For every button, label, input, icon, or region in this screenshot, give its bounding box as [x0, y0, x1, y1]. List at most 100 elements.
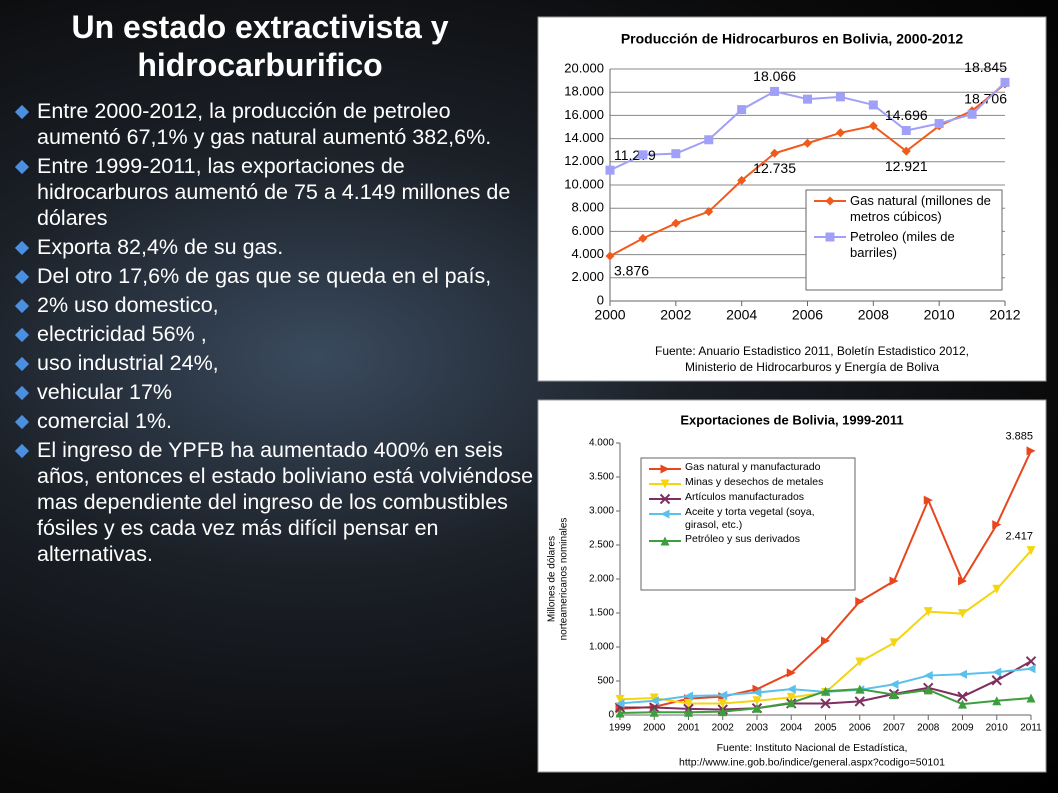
y-tick-label: 4.000 [571, 246, 604, 261]
point [737, 105, 747, 115]
point [889, 690, 899, 700]
point [868, 100, 878, 110]
source-note: Ministerio de Hidrocarburos y Energía de… [685, 360, 939, 374]
legend-marker [825, 232, 835, 242]
point [992, 667, 1002, 677]
point [889, 679, 899, 689]
bullet: 2% uso domestico, [14, 292, 534, 318]
y-axis-label: norteamericanos nominales [559, 518, 570, 641]
point [615, 694, 625, 704]
y-tick-label: 8.000 [571, 200, 604, 215]
point [889, 576, 899, 586]
point [1025, 656, 1037, 667]
legend-swatch [649, 536, 681, 546]
y-tick-label: 1.500 [589, 608, 614, 619]
point [821, 686, 830, 696]
data-label: 3.876 [614, 263, 649, 279]
point [649, 696, 659, 706]
legend-label: Gas natural (millones de metros cúbicos) [850, 193, 991, 224]
point [684, 691, 693, 701]
point [718, 707, 728, 717]
point [923, 495, 933, 505]
x-tick-label: 2002 [712, 723, 735, 734]
point [786, 684, 796, 694]
x-tick-label: 1999 [609, 723, 632, 734]
y-tick-label: 6.000 [571, 223, 604, 238]
legend-marker [660, 536, 670, 546]
y-tick-label: 500 [597, 676, 614, 687]
x-tick-label: 2010 [986, 723, 1009, 734]
bullet: comercial 1%. [14, 408, 534, 434]
x-tick-label: 2012 [989, 307, 1020, 323]
legend-marker [660, 509, 670, 519]
chart-title: Producción de Hidrocarburos en Bolivia, … [621, 31, 964, 47]
x-tick-label: 2002 [660, 307, 691, 323]
point [992, 520, 1002, 530]
bullet-list: Entre 2000-2012, la producción de petrol… [14, 98, 534, 570]
bullet: uso industrial 24%, [14, 350, 534, 376]
x-tick-label: 2008 [858, 307, 889, 323]
point [889, 638, 899, 648]
point [649, 702, 660, 713]
legend-entry: Minas y desechos de metales [645, 476, 851, 490]
bullet: Entre 1999-2011, las exportaciones de hi… [14, 153, 534, 231]
point [958, 699, 967, 709]
legend-entry: Gas natural (millones de metros cúbicos) [810, 193, 998, 225]
bullet: Entre 2000-2012, la producción de petrol… [14, 98, 534, 150]
y-tick-label: 10.000 [564, 176, 604, 191]
point [786, 668, 796, 678]
point [992, 584, 1002, 594]
legend-swatch [649, 479, 681, 489]
bullet: Exporta 82,4% de su gas. [14, 234, 534, 260]
legend-swatch [649, 464, 681, 474]
slide-title: Un estado extractivista y hidrocarburifi… [71, 9, 449, 83]
point [786, 692, 796, 702]
point [821, 636, 830, 646]
x-tick-label: 2010 [924, 307, 955, 323]
legend-box [640, 457, 856, 591]
point [1026, 693, 1036, 703]
legend-swatch [814, 232, 846, 242]
point [967, 109, 977, 119]
y-tick-label: 18.000 [564, 84, 604, 99]
source-note: Fuente: Anuario Estadistico 2011, Boletí… [655, 344, 969, 358]
point [684, 707, 693, 717]
legend-swatch [649, 493, 681, 505]
point [752, 696, 762, 706]
legend-label: Minas y desechos de metales [685, 476, 824, 488]
point [605, 251, 615, 261]
bullet: electricidad 56% , [14, 321, 534, 347]
data-label: 18.706 [964, 91, 1007, 107]
point [958, 576, 967, 586]
point [638, 150, 648, 160]
legend-label: Gas natural y manufacturado [685, 461, 821, 473]
point [786, 698, 796, 708]
point [854, 696, 865, 707]
x-tick-label: 2009 [951, 723, 974, 734]
legend-label: Petróleo y sus derivados [685, 533, 800, 545]
point [957, 691, 968, 702]
legend-entry: Gas natural y manufacturado [645, 461, 851, 475]
point [868, 121, 878, 131]
point [615, 698, 625, 708]
point [752, 688, 762, 698]
legend-swatch [649, 509, 681, 519]
y-tick-label: 0 [597, 292, 604, 307]
data-label: 18.066 [753, 68, 796, 84]
legend-label: Artículos manufacturados [685, 491, 805, 503]
point [820, 698, 831, 709]
point [1026, 546, 1036, 556]
point [671, 218, 681, 228]
x-tick-label: 2003 [746, 723, 769, 734]
point [770, 148, 780, 158]
y-tick-label: 2.000 [589, 574, 614, 585]
point [958, 609, 967, 619]
point [835, 128, 845, 138]
x-tick-label: 2007 [883, 723, 906, 734]
legend-items: Gas natural y manufacturado Minas y desec… [645, 461, 851, 547]
point [1026, 664, 1036, 674]
y-tick-label: 3.500 [589, 472, 614, 483]
point [649, 693, 659, 703]
